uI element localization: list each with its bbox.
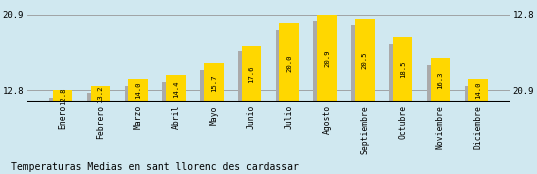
Bar [128, 79, 148, 102]
Bar [200, 70, 222, 102]
Bar [317, 15, 337, 102]
Text: 13.2: 13.2 [97, 86, 104, 103]
Bar [238, 51, 260, 102]
Text: 18.5: 18.5 [400, 61, 405, 78]
Text: Temperaturas Medias en sant llorenc des cardassar: Temperaturas Medias en sant llorenc des … [11, 162, 299, 172]
Bar [125, 86, 147, 102]
Text: 20.9: 20.9 [324, 50, 330, 67]
Bar [427, 65, 449, 102]
Bar [314, 21, 336, 102]
Bar [53, 90, 72, 102]
Bar [431, 58, 450, 102]
Bar [468, 79, 488, 102]
Text: 14.0: 14.0 [135, 82, 141, 99]
Text: 12.8: 12.8 [60, 88, 66, 105]
Bar [204, 63, 223, 102]
Bar [465, 86, 487, 102]
Bar [351, 25, 373, 102]
Bar [242, 46, 262, 102]
Bar [279, 23, 299, 102]
Bar [49, 98, 71, 102]
Text: 14.4: 14.4 [173, 80, 179, 98]
Bar [162, 82, 184, 102]
Bar [275, 30, 297, 102]
Text: 15.7: 15.7 [211, 74, 217, 92]
Bar [389, 44, 411, 102]
Text: 20.0: 20.0 [286, 54, 292, 72]
Text: 16.3: 16.3 [438, 71, 444, 89]
Bar [87, 93, 108, 102]
Bar [393, 37, 412, 102]
Bar [355, 19, 375, 102]
Text: 20.5: 20.5 [362, 52, 368, 69]
Bar [91, 86, 110, 102]
Bar [166, 75, 186, 102]
Text: 17.6: 17.6 [249, 65, 255, 83]
Text: 14.0: 14.0 [475, 82, 481, 99]
